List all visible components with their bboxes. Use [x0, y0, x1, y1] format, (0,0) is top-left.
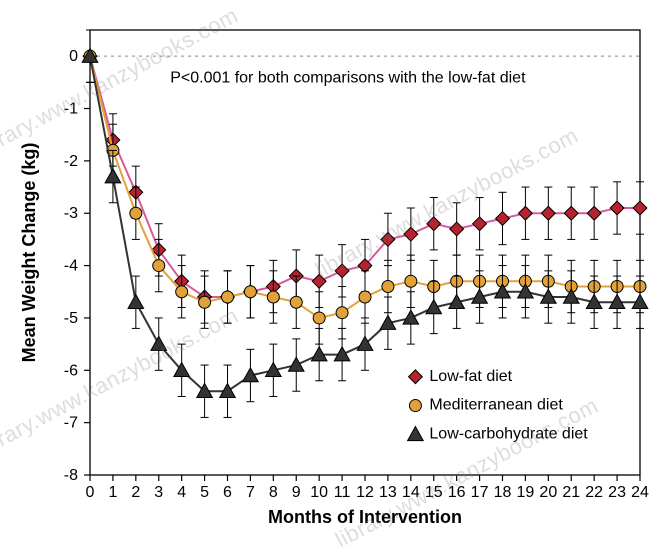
- marker-diamond: [519, 206, 533, 220]
- marker-triangle: [408, 427, 424, 441]
- marker-diamond: [409, 370, 423, 384]
- x-tick-label: 4: [177, 484, 186, 501]
- x-tick-label: 2: [131, 484, 140, 501]
- marker-circle: [409, 400, 421, 412]
- marker-diamond: [473, 217, 487, 231]
- marker-diamond: [541, 206, 555, 220]
- x-tick-label: 22: [585, 484, 603, 501]
- marker-circle: [244, 286, 256, 298]
- x-tick-label: 14: [402, 484, 420, 501]
- x-tick-label: 17: [471, 484, 489, 501]
- x-tick-label: 23: [608, 484, 626, 501]
- marker-circle: [405, 275, 417, 287]
- y-tick-label: -3: [64, 205, 78, 222]
- marker-diamond: [587, 206, 601, 220]
- marker-diamond: [404, 227, 418, 241]
- y-axis-label: Mean Weight Change (kg): [19, 143, 39, 363]
- marker-circle: [130, 207, 142, 219]
- x-axis-label: Months of Intervention: [268, 507, 462, 527]
- marker-diamond: [564, 206, 578, 220]
- x-tick-label: 8: [269, 484, 278, 501]
- y-tick-label: -1: [64, 101, 78, 118]
- x-tick-label: 0: [86, 484, 95, 501]
- y-tick-label: 0: [69, 48, 78, 65]
- x-tick-label: 13: [379, 484, 397, 501]
- legend-label: Low-carbohydrate diet: [429, 425, 588, 442]
- marker-diamond: [633, 201, 647, 215]
- y-tick-label: -7: [64, 415, 78, 432]
- marker-triangle: [128, 294, 144, 308]
- x-tick-label: 3: [154, 484, 163, 501]
- marker-triangle: [403, 310, 419, 324]
- series-low-carbohydrate-diet: [82, 30, 648, 417]
- x-tick-label: 15: [425, 484, 443, 501]
- x-tick-label: 7: [246, 484, 255, 501]
- x-tick-label: 16: [448, 484, 466, 501]
- x-tick-label: 10: [310, 484, 328, 501]
- marker-circle: [199, 296, 211, 308]
- marker-diamond: [450, 222, 464, 236]
- marker-circle: [382, 281, 394, 293]
- marker-circle: [176, 286, 188, 298]
- y-tick-label: -4: [64, 258, 78, 275]
- marker-circle: [153, 260, 165, 272]
- marker-circle: [313, 312, 325, 324]
- y-tick-label: -2: [64, 153, 78, 170]
- y-tick-label: -8: [64, 467, 78, 484]
- marker-circle: [222, 291, 234, 303]
- x-tick-label: 11: [334, 484, 351, 501]
- marker-circle: [290, 296, 302, 308]
- x-tick-label: 19: [517, 484, 535, 501]
- x-tick-label: 9: [292, 484, 301, 501]
- x-tick-label: 20: [539, 484, 557, 501]
- x-tick-label: 12: [356, 484, 374, 501]
- x-tick-label: 1: [108, 484, 117, 501]
- x-tick-label: 21: [562, 484, 580, 501]
- y-tick-label: -6: [64, 362, 78, 379]
- marker-diamond: [312, 274, 326, 288]
- x-tick-label: 18: [494, 484, 512, 501]
- stats-annotation: P<0.001 for both comparisons with the lo…: [170, 69, 526, 86]
- x-tick-label: 24: [631, 484, 649, 501]
- marker-triangle: [151, 336, 167, 350]
- marker-diamond: [496, 212, 510, 226]
- marker-diamond: [335, 264, 349, 278]
- marker-circle: [267, 291, 279, 303]
- x-tick-label: 6: [223, 484, 232, 501]
- marker-circle: [359, 291, 371, 303]
- marker-diamond: [610, 201, 624, 215]
- marker-triangle: [288, 357, 304, 371]
- marker-triangle: [105, 169, 121, 183]
- marker-circle: [336, 307, 348, 319]
- legend-label: Mediterranean diet: [429, 397, 563, 414]
- weight-change-chart: 0-1-2-3-4-5-6-7-801234567891011121314151…: [0, 0, 672, 552]
- y-tick-label: -5: [64, 310, 78, 327]
- x-tick-label: 5: [200, 484, 209, 501]
- marker-diamond: [427, 217, 441, 231]
- legend-label: Low-fat diet: [429, 368, 512, 385]
